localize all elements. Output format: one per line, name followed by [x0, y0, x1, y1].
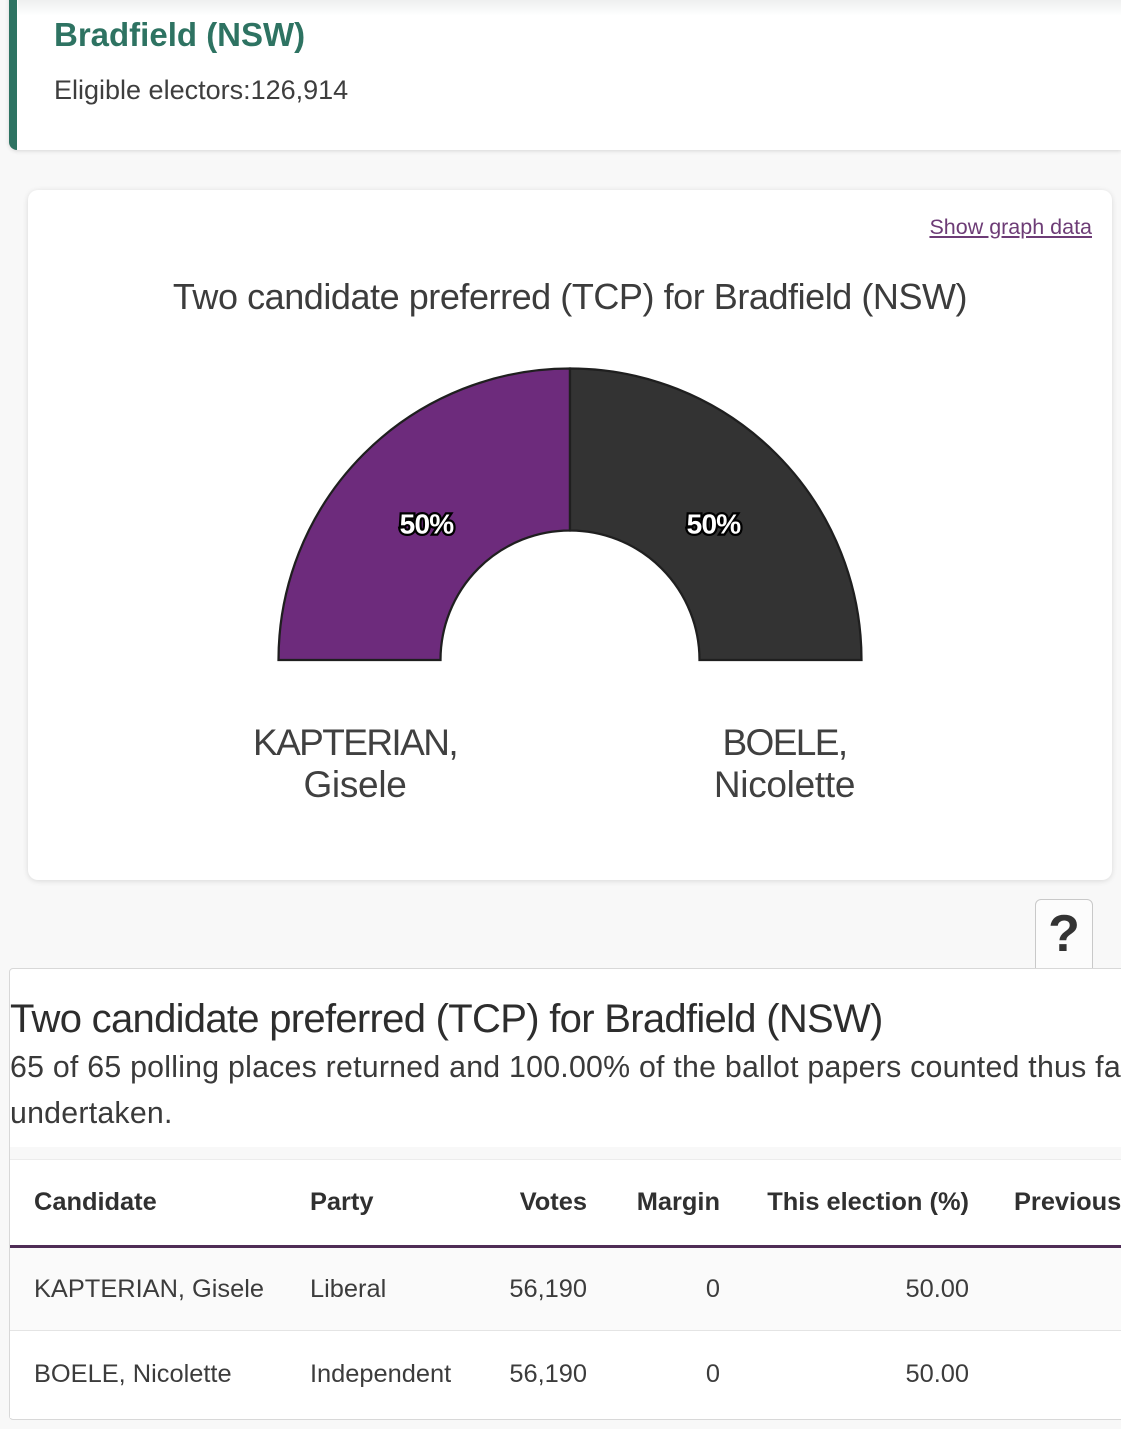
- svg-text:50%: 50%: [399, 508, 454, 539]
- svg-text:50%: 50%: [686, 508, 741, 539]
